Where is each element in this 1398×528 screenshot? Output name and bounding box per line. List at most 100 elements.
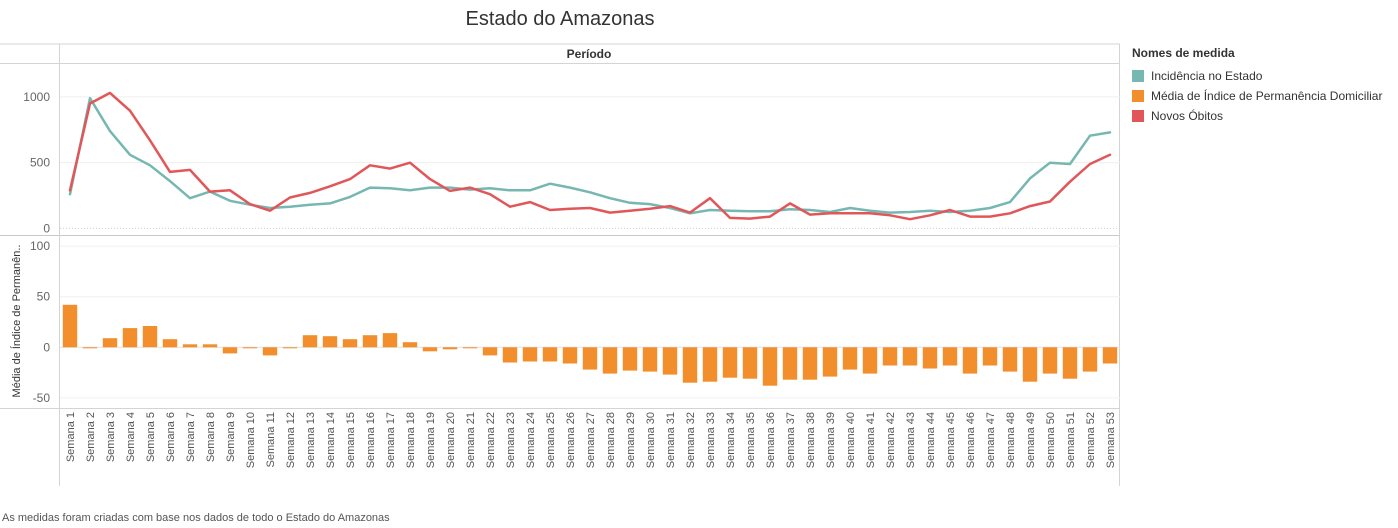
legend-swatch-incidencia [1132, 70, 1144, 82]
xtick-label-semana-50: Semana 50 [1045, 412, 1057, 468]
legend-title: Nomes de medida [1132, 46, 1235, 60]
bar-semana-8 [202, 344, 218, 348]
xtick-label-semana-10: Semana 10 [245, 412, 257, 468]
xtick-label-semana-29: Semana 29 [625, 412, 637, 468]
bar-semana-42 [882, 347, 898, 366]
legend-item-obitos[interactable]: Novos Óbitos [1132, 106, 1398, 126]
xtick-label-semana-37: Semana 37 [785, 412, 797, 468]
bar-semana-9 [222, 347, 238, 354]
xtick-label-semana-7: Semana 7 [185, 412, 197, 462]
bar-semana-49 [1022, 347, 1038, 382]
bar-semana-23 [502, 347, 518, 363]
xtick-label-semana-11: Semana 11 [265, 412, 277, 467]
xtick-label-semana-35: Semana 35 [745, 412, 757, 468]
legend-label-incidencia: Incidência no Estado [1151, 69, 1263, 83]
xtick-label-semana-40: Semana 40 [845, 412, 857, 468]
bar-semana-33 [702, 347, 718, 382]
xtick-label-semana-41: Semana 41 [865, 412, 877, 468]
bar-semana-17 [382, 333, 398, 348]
bar-semana-3 [102, 338, 118, 348]
bar-semana-31 [662, 347, 678, 375]
xtick-label-semana-18: Semana 18 [405, 412, 417, 468]
xtick-label-semana-12: Semana 12 [285, 412, 297, 468]
bottom-ytick-label-50: 50 [37, 290, 51, 304]
bar-semana-5 [142, 326, 158, 348]
xtick-label-semana-15: Semana 15 [345, 412, 357, 468]
xtick-label-semana-42: Semana 42 [885, 412, 897, 468]
bar-semana-36 [762, 347, 778, 386]
bar-semana-43 [902, 347, 918, 366]
series-line-incidencia [68, 96, 1112, 215]
legend-item-incidencia[interactable]: Incidência no Estado [1132, 66, 1398, 86]
xtick-label-semana-22: Semana 22 [485, 412, 497, 468]
combined-chart: Período Média de Índice de Permanên.. 0 5… [0, 43, 1120, 486]
bar-semana-13 [302, 335, 318, 348]
xtick-label-semana-30: Semana 30 [645, 412, 657, 468]
top-ytick-label-0: 0 [43, 221, 50, 235]
bar-semana-1 [62, 304, 78, 348]
bar-semana-4 [122, 328, 138, 348]
bar-semana-15 [342, 339, 358, 348]
xtick-label-semana-8: Semana 8 [205, 412, 217, 462]
bar-semana-18 [402, 342, 418, 348]
xtick-label-semana-26: Semana 26 [565, 412, 577, 468]
xtick-label-semana-6: Semana 6 [165, 412, 177, 462]
legend: Nomes de medida Incidência no Estado Méd… [1132, 46, 1398, 126]
xtick-label-semana-25: Semana 25 [545, 412, 557, 468]
xtick-label-semana-49: Semana 49 [1025, 412, 1037, 468]
xtick-label-semana-27: Semana 27 [585, 412, 597, 468]
series-line-novos-obitos [68, 91, 1112, 221]
bar-semana-52 [1082, 347, 1098, 372]
bar-semana-40 [842, 347, 858, 370]
top-ytick-label-1000: 1000 [23, 90, 50, 104]
xtick-label-semana-5: Semana 5 [145, 412, 157, 462]
bottom-ytick-label--50: -50 [33, 391, 51, 405]
bar-semana-19 [422, 347, 438, 352]
xtick-label-semana-46: Semana 46 [965, 412, 977, 468]
xtick-label-semana-14: Semana 14 [325, 412, 337, 468]
xtick-label-semana-31: Semana 31 [665, 412, 677, 468]
bar-semana-26 [562, 347, 578, 364]
xtick-label-semana-2: Semana 2 [85, 412, 97, 462]
bar-semana-20 [442, 347, 458, 350]
bar-semana-22 [482, 347, 498, 356]
xtick-label-semana-23: Semana 23 [505, 412, 517, 468]
xtick-label-semana-52: Semana 52 [1085, 412, 1097, 468]
xtick-label-semana-51: Semana 51 [1065, 412, 1077, 468]
legend-item-permanencia[interactable]: Média de Índice de Permanência Domicilia… [1132, 86, 1398, 106]
xtick-label-semana-48: Semana 48 [1005, 412, 1017, 468]
xtick-label-semana-43: Semana 43 [905, 412, 917, 468]
bar-semana-44 [922, 347, 938, 369]
bar-semana-21 [462, 347, 478, 349]
xtick-label-semana-32: Semana 32 [685, 412, 697, 468]
bar-semana-32 [682, 347, 698, 383]
bar-semana-14 [322, 336, 338, 348]
bar-semana-51 [1062, 347, 1078, 379]
bar-semana-30 [642, 347, 658, 372]
bar-semana-11 [262, 347, 278, 356]
xtick-label-semana-21: Semana 21 [465, 412, 477, 468]
bar-semana-29 [622, 347, 638, 371]
xtick-label-semana-17: Semana 17 [385, 412, 397, 468]
footnote: As medidas foram criadas com base nos da… [2, 512, 390, 524]
xtick-label-semana-36: Semana 36 [765, 412, 777, 468]
xtick-label-semana-28: Semana 28 [605, 412, 617, 468]
xtick-label-semana-39: Semana 39 [825, 412, 837, 468]
legend-label-obitos: Novos Óbitos [1151, 109, 1224, 123]
legend-label-permanencia: Média de Índice de Permanência Domicilia… [1151, 89, 1383, 103]
bar-semana-47 [982, 347, 998, 366]
bar-semana-2 [82, 347, 98, 349]
top-ytick-label-500: 500 [30, 156, 50, 170]
xtick-label-semana-45: Semana 45 [945, 412, 957, 468]
xtick-label-semana-3: Semana 3 [105, 412, 117, 462]
bar-semana-41 [862, 347, 878, 374]
bottom-ytick-label-100: 100 [30, 239, 50, 253]
bar-semana-27 [582, 347, 598, 370]
bar-semana-53 [1102, 347, 1118, 364]
xtick-label-semana-33: Semana 33 [705, 412, 717, 468]
bar-semana-16 [362, 335, 378, 348]
xtick-label-semana-4: Semana 4 [125, 412, 137, 462]
bottom-ytick-label-0: 0 [43, 340, 50, 354]
bar-semana-50 [1042, 347, 1058, 374]
bar-semana-37 [782, 347, 798, 380]
